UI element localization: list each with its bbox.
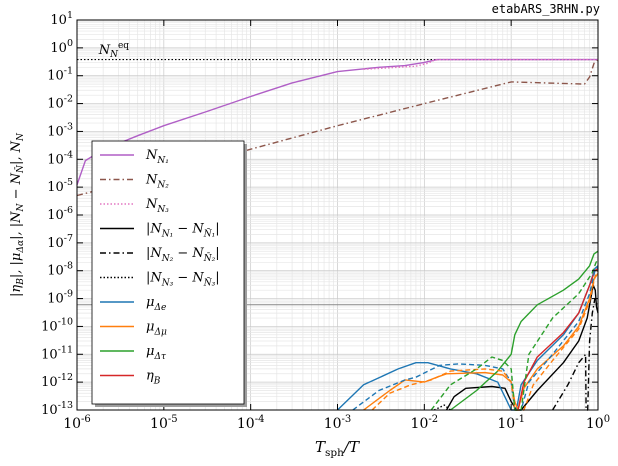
- y-tick-label: 10-3: [47, 121, 73, 139]
- legend-box: [91, 140, 245, 405]
- y-tick-label: 10-1: [47, 66, 73, 84]
- y-tick-label: 10-4: [47, 149, 73, 167]
- series-line: [430, 259, 599, 411]
- x-tick-label: 100: [586, 414, 610, 432]
- x-tick-label: 10-4: [237, 414, 265, 432]
- x-tick-label: 10-5: [150, 414, 178, 432]
- y-tick-label: 10-11: [41, 344, 73, 362]
- y-tick-label: 10-9: [47, 289, 73, 307]
- y-tick-label: 100: [50, 38, 73, 56]
- y-tick-label: 10-7: [47, 233, 73, 251]
- x-tick-label: 10-1: [497, 414, 525, 432]
- y-tick-label: 10-8: [47, 261, 73, 279]
- series-line: [433, 404, 451, 411]
- y-tick-label: 10-6: [47, 205, 73, 223]
- y-tick-label: 10-12: [41, 372, 73, 390]
- annotation-neq: NNeq: [98, 41, 130, 60]
- series-line: [363, 58, 598, 70]
- filename-label: etabARS_3RHN.py: [492, 2, 600, 16]
- y-tick-label: 10-5: [47, 177, 73, 195]
- annotations: NNeq: [98, 41, 130, 60]
- x-tick-label: 10-6: [63, 414, 91, 432]
- y-tick-label: 10-10: [41, 316, 73, 334]
- y-tick-label: 10-2: [47, 94, 73, 112]
- series-line: [445, 284, 599, 411]
- y-tick-label: 101: [50, 10, 73, 28]
- x-axis-label: Tsph/T: [315, 438, 360, 459]
- x-tick-label: 10-3: [324, 414, 352, 432]
- x-tick-label: 10-2: [411, 414, 439, 432]
- y-axis-label: |ηB|, |μΔα|, |NN − NN̄|, NN: [9, 132, 26, 297]
- series-line: [450, 250, 599, 411]
- series-line: [552, 297, 599, 411]
